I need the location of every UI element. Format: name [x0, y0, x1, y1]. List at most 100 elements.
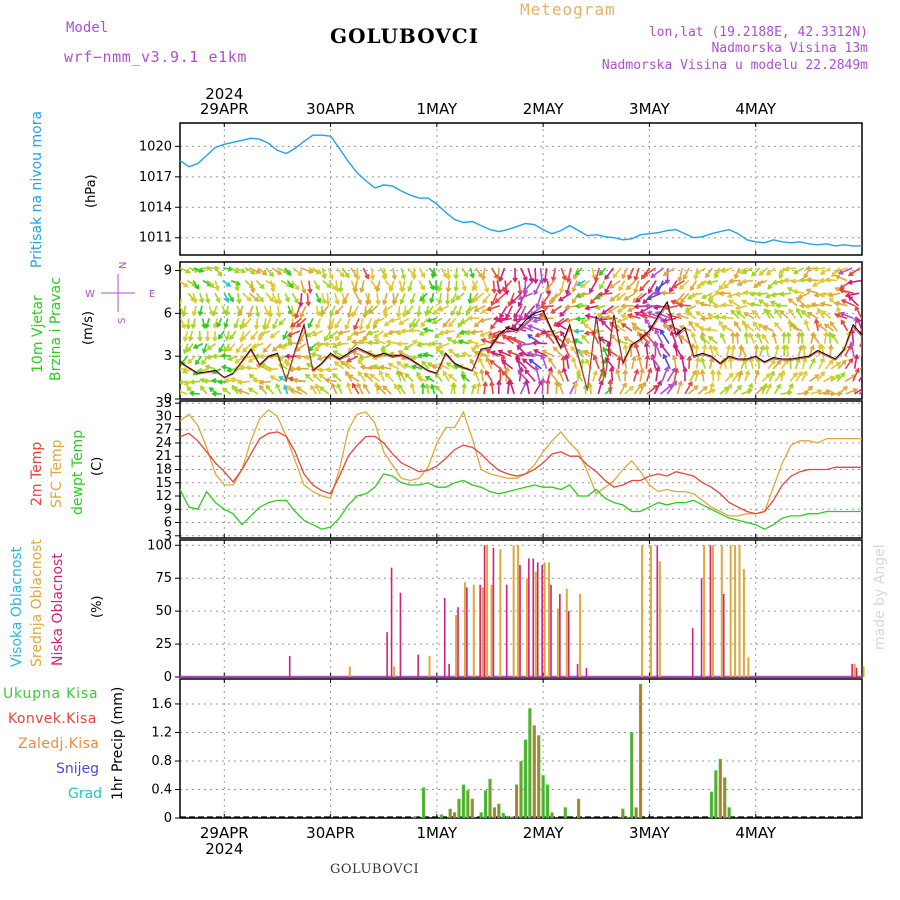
wind-arrow: [571, 292, 580, 304]
wind-arrow-head: [477, 350, 483, 356]
wind-arrow-head: [199, 385, 205, 391]
wind-arrow-head: [725, 344, 732, 350]
wind-arrow-head: [204, 364, 211, 370]
wind-arrow-head: [748, 332, 754, 338]
wind-arrow: [609, 322, 620, 332]
wind-arrow: [338, 330, 350, 335]
wind-arrow: [663, 324, 676, 332]
wind-arrow-head: [382, 313, 389, 319]
wind-arrow: [242, 343, 252, 353]
wind-arrow-head: [699, 315, 706, 322]
wind-arrow-head: [785, 331, 792, 337]
wind-arrow-head: [789, 322, 795, 328]
wind-arrow-head: [673, 367, 680, 373]
wind-arrow: [328, 280, 337, 291]
wind-arrow-head: [698, 280, 705, 286]
wind-arrow: [380, 366, 392, 370]
wind-arrow: [248, 305, 254, 317]
wind-arrow: [650, 355, 661, 370]
wind-arrow-head: [797, 294, 803, 300]
wind-arrow-head: [329, 311, 335, 318]
wind-arrow-head: [416, 311, 422, 318]
wind-arrow-head: [715, 369, 722, 375]
day-label-bottom: 29APR: [200, 824, 249, 842]
wind-arrow-head: [223, 347, 229, 353]
wind-arrow-head: [764, 293, 771, 299]
wind-arrow-head: [672, 380, 678, 386]
wind-arrow-head: [344, 324, 350, 331]
wind-gust-line: [179, 303, 863, 391]
wind-arrow: [536, 292, 543, 308]
wind-arrow-head: [190, 323, 197, 330]
wind-arrow-head: [682, 366, 688, 372]
wind-arrow-head: [471, 383, 477, 389]
wind-arrow: [192, 280, 200, 290]
wind-arrow: [352, 351, 364, 357]
wind-arrow-head: [558, 288, 565, 294]
wind-arrow-head: [723, 283, 729, 289]
wind-arrow: [438, 293, 442, 304]
wind-arrow: [272, 343, 282, 352]
wind-arrow-head: [654, 311, 661, 317]
wind-arrow-head: [699, 336, 705, 342]
wind-arrow-head: [269, 333, 275, 339]
wind-arrow: [680, 325, 692, 332]
wind-arrow-head: [387, 362, 393, 368]
wind-arrow-head: [515, 357, 521, 363]
wind-arrow: [774, 345, 779, 357]
wind-arrow: [755, 345, 758, 357]
wind-arrow: [744, 371, 750, 382]
wind-arrow-head: [420, 299, 427, 305]
wind-arrow-head: [287, 337, 293, 343]
wind-arrow: [645, 355, 649, 369]
wind-arrow-head: [424, 383, 431, 389]
precip-legend-snow: Snijeg: [56, 761, 100, 777]
wind-arrow-head: [168, 380, 171, 384]
precip-bar-conv: [719, 760, 722, 818]
wind-arrow-head: [574, 316, 581, 322]
wind-arrow: [702, 292, 713, 299]
wind-arrow-head: [185, 268, 191, 274]
wind-arrow: [229, 330, 237, 340]
wind-arrow-head: [622, 356, 628, 363]
wind-arrow: [284, 355, 294, 364]
wind-arrow-head: [582, 349, 589, 355]
wind-arrow-head: [690, 292, 696, 298]
wind-arrow-head: [707, 299, 713, 305]
wind-arrow: [756, 333, 763, 344]
wind-arrow: [820, 267, 831, 275]
wind-arrow: [250, 330, 259, 340]
wind-arrow-head: [453, 352, 460, 359]
wind-arrow-head: [580, 283, 586, 289]
wind-arrow-head: [518, 366, 524, 372]
wind-arrow-head: [397, 350, 403, 356]
wind-arrow-head: [337, 329, 343, 336]
wind-arrow: [624, 336, 636, 345]
wind-arrow: [347, 330, 357, 341]
wind-arrow: [180, 267, 190, 274]
wind-arrow-head: [650, 355, 656, 361]
wind-arrow: [762, 334, 770, 345]
wind-arrow: [566, 280, 572, 295]
compass-w: W: [85, 289, 95, 300]
wind-arrow-head: [278, 376, 284, 381]
wind-arrow-head: [469, 273, 475, 279]
wind-arrow: [447, 267, 450, 279]
wind-arrow-head: [185, 324, 192, 330]
wind-arrow: [751, 267, 761, 277]
wind-arrow: [446, 362, 456, 370]
wind-arrow-head: [747, 388, 753, 394]
wind-arrow-head: [620, 303, 626, 309]
wind-arrow: [761, 383, 767, 395]
panel-frame: [179, 122, 863, 256]
wind-arrow-head: [741, 319, 747, 326]
wind-arrow: [823, 332, 828, 344]
wind-arrow-head: [812, 281, 818, 287]
wind-arrow-head: [753, 343, 760, 350]
wind-arrow-head: [738, 369, 744, 376]
wind-arrow: [272, 318, 279, 329]
wind-arrow: [180, 390, 188, 395]
wind-arrow: [771, 292, 783, 297]
wind-arrow-head: [229, 297, 234, 303]
wind-arrow: [584, 323, 594, 332]
